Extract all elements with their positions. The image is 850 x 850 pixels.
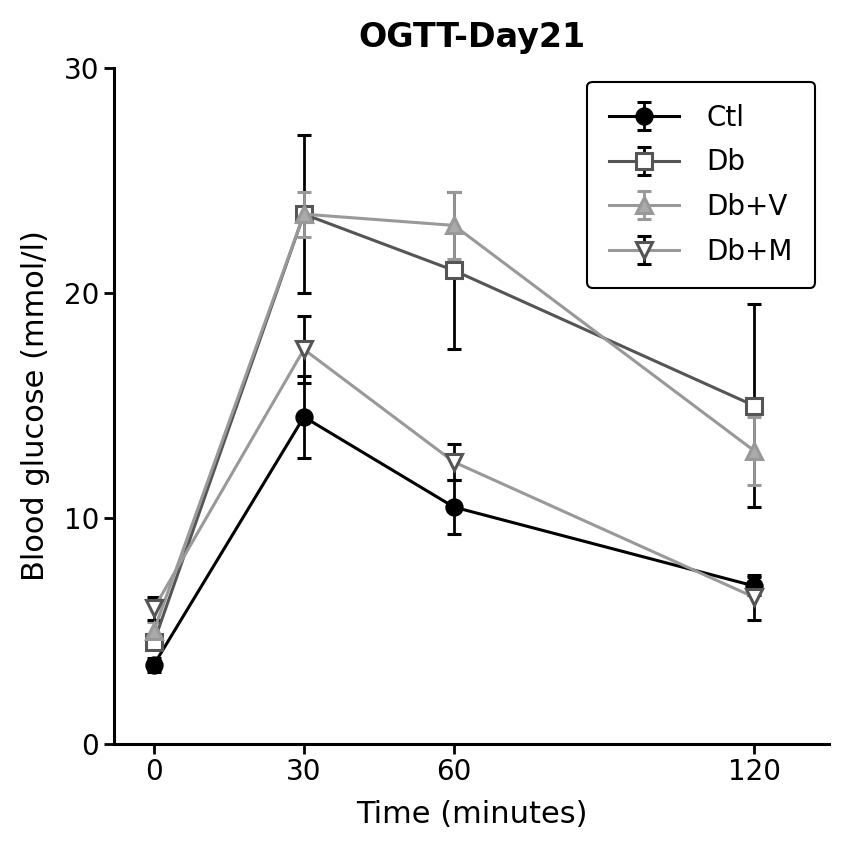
Y-axis label: Blood glucose (mmol/l): Blood glucose (mmol/l) (21, 230, 50, 581)
Legend: Ctl, Db, Db+V, Db+M: Ctl, Db, Db+V, Db+M (587, 82, 815, 288)
Title: OGTT-Day21: OGTT-Day21 (358, 21, 585, 54)
X-axis label: Time (minutes): Time (minutes) (356, 800, 587, 829)
